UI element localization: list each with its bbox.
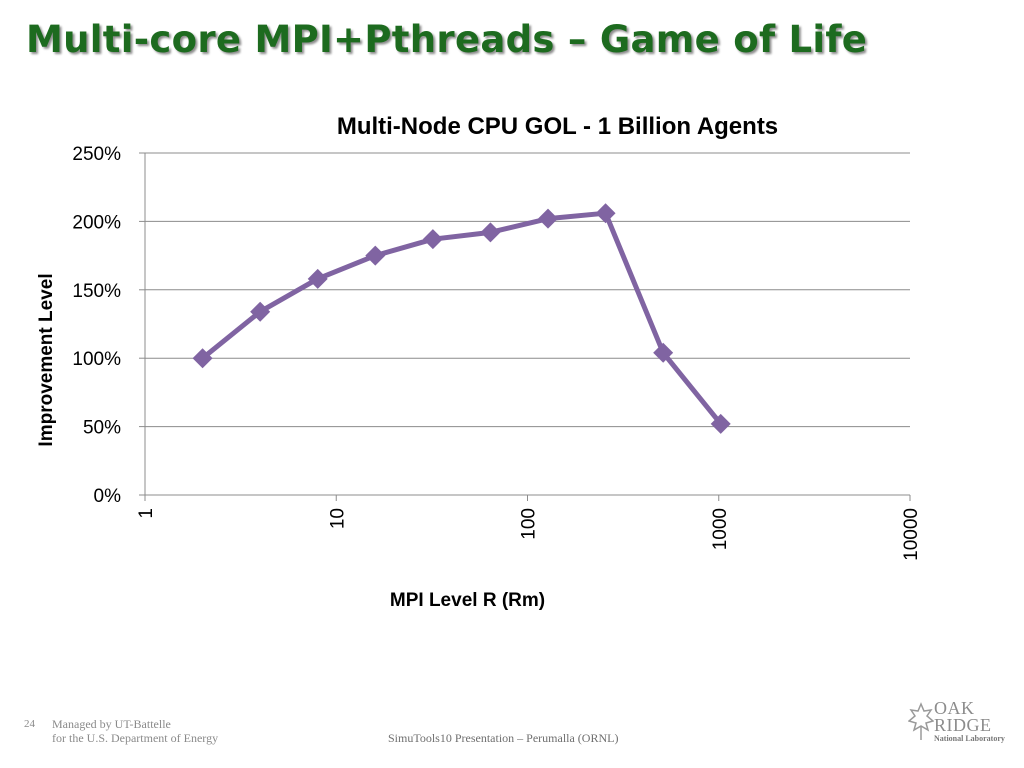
y-tick-label: 200% — [72, 212, 121, 233]
x-tick-label: 1 — [136, 508, 157, 519]
data-point-marker — [653, 342, 674, 363]
y-tick-label: 150% — [72, 281, 121, 302]
page-number: 24 — [24, 718, 35, 730]
managed-by-line: Managed by UT-Battelle — [52, 717, 171, 731]
x-tick-label: 1000 — [710, 508, 731, 550]
y-tick-label: 0% — [94, 486, 122, 507]
logo-oak: OAK — [934, 698, 975, 718]
data-point-marker — [250, 301, 271, 322]
presentation-credit: SimuTools10 Presentation – Perumalla (OR… — [388, 731, 619, 745]
y-axis-label: Improvement Level — [36, 273, 57, 446]
logo-national-lab: National Laboratory — [934, 734, 1005, 743]
x-tick-label: 100 — [519, 508, 540, 540]
y-tick-label: 250% — [72, 144, 121, 165]
series-line — [201, 210, 723, 426]
leaf-icon — [908, 702, 934, 740]
x-tick-label: 10 — [327, 508, 348, 529]
y-tick-label: 100% — [72, 349, 121, 370]
y-tick-label: 50% — [83, 418, 121, 439]
data-point-marker — [307, 268, 328, 289]
x-axis-label: MPI Level R (Rm) — [390, 590, 545, 611]
slide-title: Multi-core MPI+Pthreads – Game of Life — [26, 18, 868, 61]
data-point-marker — [192, 348, 213, 369]
logo-ridge: RIDGE — [934, 715, 992, 735]
oak-ridge-logo: OAK RIDGE National Laboratory — [908, 698, 1008, 748]
data-point-marker — [595, 203, 616, 224]
x-tick-label: 10000 — [901, 508, 922, 561]
department-line: for the U.S. Department of Energy — [52, 731, 219, 745]
data-point-marker — [365, 245, 386, 266]
chart-title: Multi-Node CPU GOL - 1 Billion Agents — [337, 113, 778, 140]
data-point-marker — [422, 229, 443, 250]
data-point-marker — [538, 208, 559, 229]
data-point-marker — [710, 413, 731, 434]
data-point-marker — [480, 222, 501, 243]
